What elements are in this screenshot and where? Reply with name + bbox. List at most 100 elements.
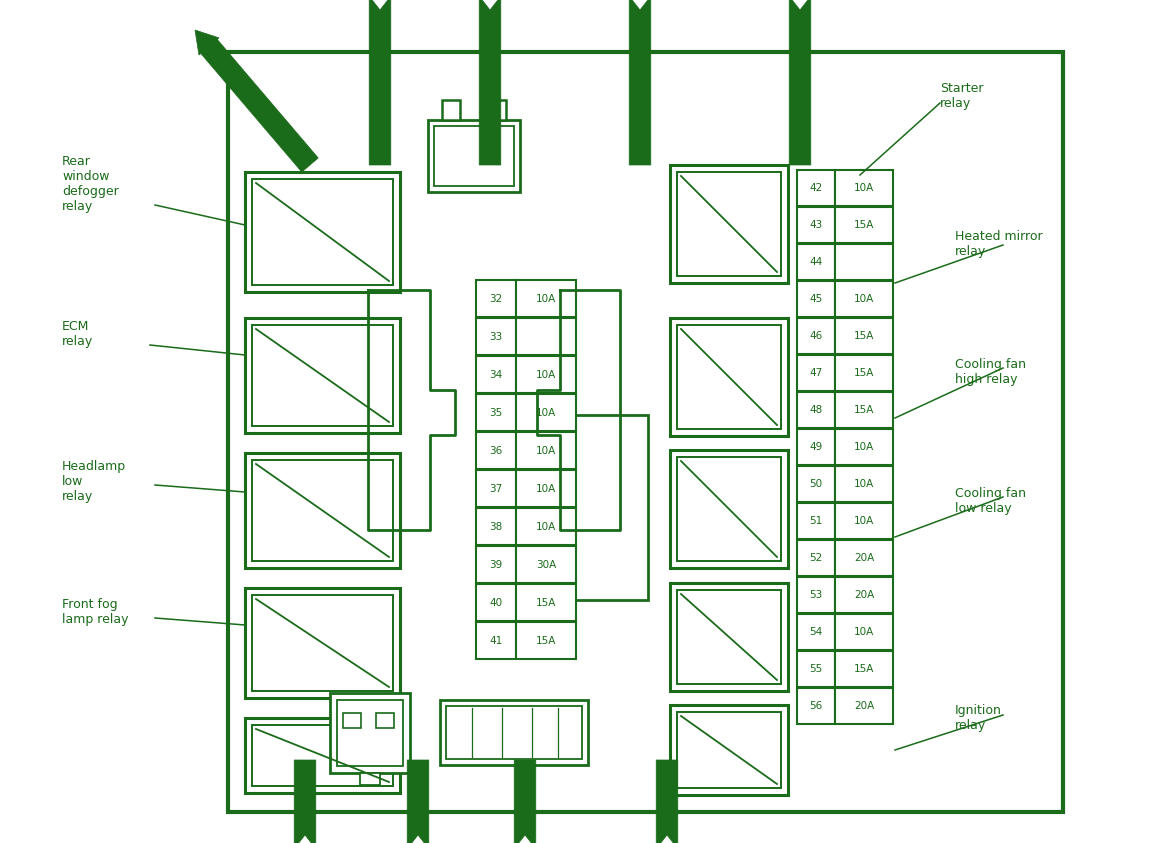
Text: 15A: 15A bbox=[854, 220, 874, 230]
Bar bbox=[797, 688, 834, 724]
Bar bbox=[245, 318, 400, 433]
Bar bbox=[677, 325, 781, 429]
Text: Front fog
lamp relay: Front fog lamp relay bbox=[61, 598, 129, 626]
Text: 37: 37 bbox=[489, 484, 503, 493]
Polygon shape bbox=[787, 0, 814, 165]
Text: 20A: 20A bbox=[854, 701, 874, 711]
Text: 51: 51 bbox=[809, 516, 823, 526]
Bar bbox=[670, 318, 788, 436]
Text: 20A: 20A bbox=[854, 553, 874, 563]
Bar bbox=[834, 688, 892, 724]
Bar bbox=[797, 577, 834, 613]
Bar bbox=[834, 244, 892, 280]
Bar bbox=[670, 450, 788, 568]
Bar bbox=[670, 705, 788, 795]
Bar bbox=[516, 622, 576, 659]
Bar bbox=[797, 466, 834, 502]
Text: 41: 41 bbox=[489, 636, 503, 646]
Bar bbox=[516, 280, 576, 317]
Bar bbox=[797, 244, 834, 280]
Bar bbox=[245, 718, 400, 793]
Bar bbox=[834, 651, 892, 687]
Bar bbox=[433, 126, 513, 186]
Bar bbox=[228, 52, 1063, 812]
Text: 10A: 10A bbox=[854, 516, 874, 526]
Bar bbox=[488, 100, 506, 120]
Bar bbox=[476, 622, 516, 659]
Text: 15A: 15A bbox=[535, 598, 556, 608]
Bar bbox=[834, 318, 892, 354]
Polygon shape bbox=[292, 760, 319, 843]
Bar bbox=[797, 207, 834, 243]
Bar bbox=[476, 318, 516, 355]
Text: 48: 48 bbox=[809, 405, 823, 415]
Bar bbox=[797, 503, 834, 539]
Bar bbox=[343, 713, 360, 728]
Bar bbox=[446, 706, 582, 759]
Text: 52: 52 bbox=[809, 553, 823, 563]
Polygon shape bbox=[404, 760, 431, 843]
Text: Ignition
relay: Ignition relay bbox=[955, 704, 1001, 732]
Text: 56: 56 bbox=[809, 701, 823, 711]
Bar bbox=[476, 356, 516, 393]
Bar bbox=[834, 392, 892, 428]
Bar bbox=[797, 429, 834, 465]
Bar bbox=[442, 100, 460, 120]
Text: Headlamp
low
relay: Headlamp low relay bbox=[61, 460, 126, 503]
Text: 15A: 15A bbox=[535, 636, 556, 646]
Bar bbox=[245, 588, 400, 698]
Text: 15A: 15A bbox=[854, 331, 874, 341]
Text: 33: 33 bbox=[489, 331, 503, 341]
Bar bbox=[797, 318, 834, 354]
Polygon shape bbox=[366, 0, 393, 165]
Text: 53: 53 bbox=[809, 590, 823, 600]
Text: ECM
relay: ECM relay bbox=[61, 320, 93, 348]
Text: 34: 34 bbox=[489, 369, 503, 379]
Bar bbox=[516, 356, 576, 393]
Text: 10A: 10A bbox=[535, 369, 556, 379]
Bar bbox=[797, 170, 834, 206]
Bar bbox=[516, 508, 576, 545]
Text: 36: 36 bbox=[489, 445, 503, 455]
Bar bbox=[252, 179, 393, 285]
Text: 40: 40 bbox=[489, 598, 503, 608]
Text: 10A: 10A bbox=[535, 484, 556, 493]
Bar bbox=[476, 508, 516, 545]
Text: 20A: 20A bbox=[854, 590, 874, 600]
Text: 10A: 10A bbox=[854, 294, 874, 304]
Text: 10A: 10A bbox=[535, 407, 556, 417]
Bar bbox=[476, 280, 516, 317]
Bar bbox=[516, 584, 576, 621]
Text: 55: 55 bbox=[809, 664, 823, 674]
Text: 42: 42 bbox=[809, 183, 823, 193]
Text: 47: 47 bbox=[809, 368, 823, 378]
Text: 10A: 10A bbox=[854, 442, 874, 452]
Bar bbox=[834, 207, 892, 243]
Bar bbox=[440, 700, 588, 765]
Text: Rear
window
defogger
relay: Rear window defogger relay bbox=[61, 155, 118, 213]
Text: 39: 39 bbox=[489, 560, 503, 570]
Polygon shape bbox=[512, 760, 538, 843]
Bar bbox=[834, 577, 892, 613]
Bar bbox=[476, 432, 516, 469]
Bar bbox=[834, 170, 892, 206]
Bar bbox=[677, 590, 781, 684]
Text: 10A: 10A bbox=[854, 183, 874, 193]
Polygon shape bbox=[654, 760, 680, 843]
Text: 54: 54 bbox=[809, 627, 823, 637]
Bar bbox=[797, 281, 834, 317]
Bar bbox=[797, 392, 834, 428]
Bar bbox=[476, 584, 516, 621]
Polygon shape bbox=[195, 30, 319, 172]
Bar bbox=[834, 281, 892, 317]
Bar bbox=[677, 172, 781, 276]
Bar bbox=[797, 614, 834, 650]
Bar bbox=[834, 429, 892, 465]
Bar bbox=[252, 725, 393, 786]
Bar bbox=[834, 466, 892, 502]
Bar bbox=[797, 651, 834, 687]
Bar bbox=[428, 120, 520, 192]
Text: 49: 49 bbox=[809, 442, 823, 452]
Bar bbox=[834, 355, 892, 391]
Text: 10A: 10A bbox=[535, 522, 556, 531]
